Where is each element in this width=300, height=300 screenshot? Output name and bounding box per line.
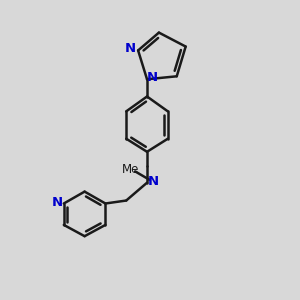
Text: N: N [52, 196, 63, 209]
Text: N: N [147, 71, 158, 84]
Text: N: N [147, 175, 158, 188]
Text: Me: Me [122, 164, 140, 176]
Text: N: N [125, 42, 136, 56]
